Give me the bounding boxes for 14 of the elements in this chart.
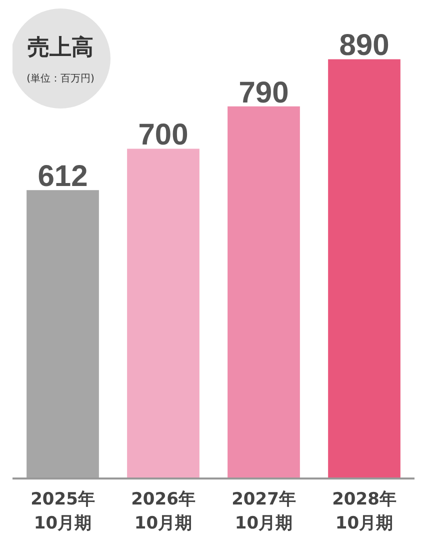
text: (単位：百万円): [26, 72, 94, 84]
bar: [26, 190, 99, 478]
data-label: 612: [38, 160, 88, 194]
data-label: 790: [238, 76, 289, 110]
data-label: 890: [339, 29, 390, 62]
x-tick-label: 2026年 10月期: [131, 490, 196, 534]
x-tick-label: 2028年 10月期: [332, 490, 396, 534]
data-label: 700: [138, 118, 188, 152]
chart-title: 売上高: [28, 34, 94, 60]
bar: [228, 106, 300, 478]
bar: [127, 148, 200, 478]
x-tick-label: 2025年 10月期: [30, 490, 95, 534]
bar: [328, 59, 400, 478]
x-tick-label: 2027年 10月期: [232, 490, 296, 534]
